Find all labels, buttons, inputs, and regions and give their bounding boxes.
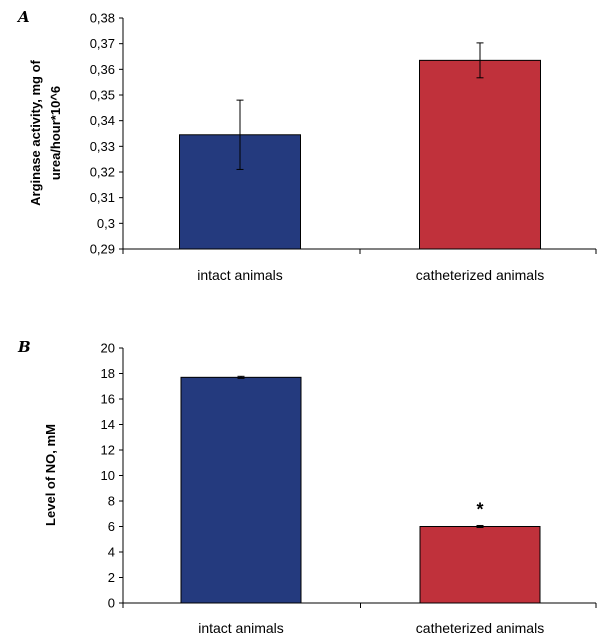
bar bbox=[419, 526, 541, 604]
y-tick-label: 18 bbox=[101, 366, 115, 381]
y-axis-title: Arginase activity, mg of bbox=[28, 59, 43, 205]
y-tick-label: 0,38 bbox=[90, 11, 115, 26]
category-label: catheterized animals bbox=[416, 620, 544, 636]
category-label: intact animals bbox=[198, 620, 284, 636]
y-tick-label: 4 bbox=[108, 545, 115, 560]
chart-panel-a: A 0,29 0,3 0,31 0,32 0,33 0,34 0,35 0,36 0,37 0,38… bbox=[16, 8, 597, 283]
bar bbox=[419, 59, 541, 250]
y-axis-title: Level of NO, mM bbox=[43, 424, 58, 526]
y-tick-label: 14 bbox=[101, 417, 115, 432]
y-tick-label: 0,37 bbox=[90, 36, 115, 51]
bar bbox=[180, 376, 302, 604]
y-axis-title: urea/hour*10^6 bbox=[48, 86, 63, 180]
y-tick-label: 0 bbox=[108, 596, 115, 611]
y-tick-label: 16 bbox=[101, 392, 115, 407]
category-label: intact animals bbox=[197, 267, 283, 283]
y-tick-label: 0,33 bbox=[90, 139, 115, 154]
chart-panel-b: B 0 2 4 6 8 10 12 14 16 18 20 intact animals catheter… bbox=[17, 338, 597, 636]
y-tick-label: 0,34 bbox=[90, 113, 115, 128]
y-tick-label: 6 bbox=[108, 519, 115, 534]
y-tick-label: 20 bbox=[101, 341, 115, 356]
y-tick-label: 0,32 bbox=[90, 165, 115, 180]
y-tick-label: 0,3 bbox=[97, 216, 115, 231]
significance-annotation: * bbox=[476, 499, 483, 519]
category-label: catheterized animals bbox=[416, 267, 544, 283]
panel-letter: B bbox=[17, 338, 31, 356]
y-tick-label: 0,31 bbox=[90, 190, 115, 205]
panel-letter: A bbox=[16, 8, 30, 26]
y-tick-label: 2 bbox=[108, 570, 115, 585]
y-tick-label: 0,29 bbox=[90, 242, 115, 257]
y-tick-label: 8 bbox=[108, 494, 115, 509]
y-tick-label: 0,36 bbox=[90, 62, 115, 77]
y-tick-label: 0,35 bbox=[90, 88, 115, 103]
y-tick-label: 12 bbox=[101, 443, 115, 458]
y-tick-label: 10 bbox=[101, 468, 115, 483]
